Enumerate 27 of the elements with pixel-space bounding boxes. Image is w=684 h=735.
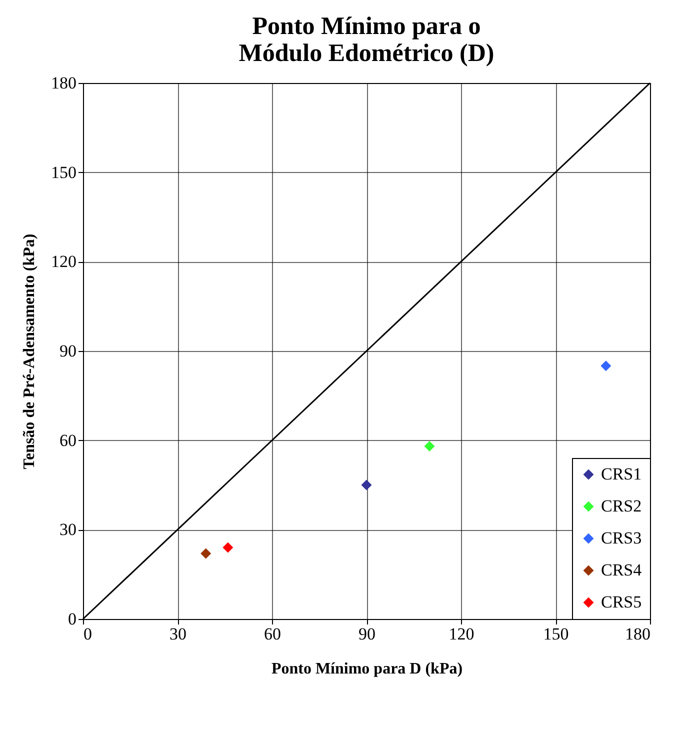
x-tick-label: 90 xyxy=(358,624,376,644)
y-tick-label: 150 xyxy=(51,162,76,182)
legend-label: CRS1 xyxy=(601,464,642,484)
x-tick-label: 30 xyxy=(170,624,186,644)
point xyxy=(600,360,612,372)
legend-label: CRS5 xyxy=(601,592,642,612)
x-tick-label: 60 xyxy=(264,624,281,644)
y-axis-title: Tensão de Pré-Adensamento (kPa) xyxy=(21,234,38,470)
y-tick-label: 60 xyxy=(60,430,76,450)
point xyxy=(361,480,372,490)
chart-title: Ponto Mínimo para o Módulo Edométrico (D) xyxy=(238,13,494,67)
x-tick-label: 120 xyxy=(448,624,474,644)
point xyxy=(222,542,234,553)
x-tick-label: 0 xyxy=(84,624,92,644)
x-tick-label: 150 xyxy=(543,624,569,644)
x-axis-title: Ponto Mínimo para D (kPa) xyxy=(271,660,463,678)
y-tick-label: 0 xyxy=(68,610,76,628)
y-tick-label: 180 xyxy=(51,74,76,92)
legend-label: CRS2 xyxy=(601,496,642,516)
y-tick-label: 120 xyxy=(51,252,76,272)
legend-label: CRS3 xyxy=(601,528,642,548)
y-tick-label: 90 xyxy=(60,342,76,360)
legend-label: CRS4 xyxy=(601,560,642,580)
y-tick-label: 30 xyxy=(60,520,76,540)
point xyxy=(424,441,435,452)
x-tick-label: 180 xyxy=(625,624,650,644)
point xyxy=(200,548,212,559)
